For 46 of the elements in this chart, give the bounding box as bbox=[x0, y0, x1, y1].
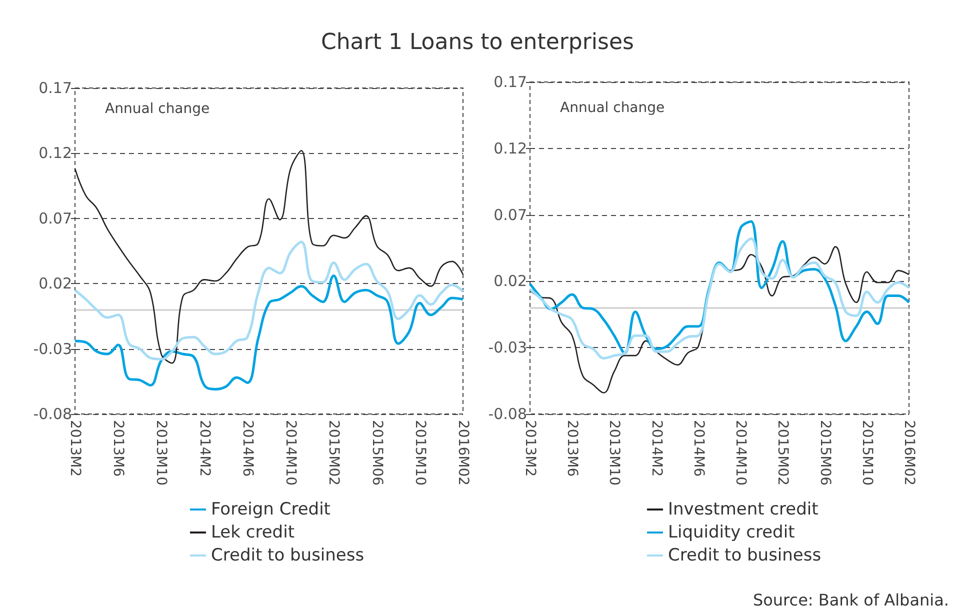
x-tick-label: 2014M10 bbox=[732, 420, 749, 486]
y-tick-label: -0.08 bbox=[33, 405, 72, 423]
x-tick-label: 2013M10 bbox=[606, 420, 622, 486]
annotation: Annual change bbox=[560, 100, 665, 116]
x-tick-label: 2015M10 bbox=[858, 420, 875, 486]
line-series bbox=[74, 150, 464, 364]
x-tick-label: 2013M6 bbox=[564, 420, 580, 477]
y-tick-label: 0.07 bbox=[38, 209, 72, 228]
y-tick-label: -0.03 bbox=[488, 338, 527, 357]
x-tick-label: 2013M10 bbox=[153, 420, 170, 486]
x-tick-label: 2014M6 bbox=[239, 420, 256, 477]
legend-label: Liquidity credit bbox=[668, 522, 796, 542]
x-tick-label: 2015M06 bbox=[816, 420, 833, 486]
x-tick-label: 2016M02 bbox=[455, 420, 471, 486]
source-note: Source: Bank of Albania. bbox=[752, 590, 950, 610]
x-tick-label: 2014M2 bbox=[648, 420, 664, 477]
y-tick-label: 0.17 bbox=[38, 79, 72, 97]
y-tick-label: -0.08 bbox=[488, 405, 527, 423]
y-tick-label: 0.07 bbox=[494, 206, 527, 224]
x-tick-label: 2014M10 bbox=[282, 420, 299, 486]
chart-title: Chart 1 Loans to enterprises bbox=[320, 30, 635, 55]
x-tick-label: 2013M6 bbox=[110, 420, 126, 477]
legend-label: Investment credit bbox=[668, 500, 819, 520]
x-tick-label: 2013M2 bbox=[522, 420, 538, 477]
y-tick-label: 0.02 bbox=[38, 274, 72, 293]
annotation: Annual change bbox=[105, 101, 210, 117]
y-tick-label: -0.03 bbox=[33, 340, 72, 358]
legend-label: Credit to business bbox=[211, 546, 364, 566]
legend-label: Lek credit bbox=[211, 522, 295, 542]
line-series bbox=[528, 237, 910, 360]
x-tick-label: 2013M2 bbox=[67, 420, 83, 477]
y-tick-label: 0.12 bbox=[38, 144, 72, 162]
y-tick-label: 0.17 bbox=[494, 73, 527, 91]
legend-label: Foreign Credit bbox=[211, 500, 331, 520]
line-series bbox=[74, 240, 464, 360]
legend-label: Credit to business bbox=[668, 546, 822, 566]
x-tick-label: 2015M06 bbox=[368, 420, 385, 486]
x-tick-label: 2015M10 bbox=[412, 420, 428, 486]
line-series bbox=[74, 274, 464, 390]
x-tick-label: 2015M02 bbox=[774, 420, 791, 486]
x-tick-label: 2015M02 bbox=[326, 420, 342, 486]
x-tick-label: 2016M02 bbox=[901, 420, 917, 486]
y-tick-label: 0.12 bbox=[494, 139, 527, 158]
x-tick-label: 2014M6 bbox=[690, 420, 706, 477]
x-tick-label: 2014M2 bbox=[196, 420, 212, 477]
y-tick-label: 0.02 bbox=[494, 272, 527, 290]
